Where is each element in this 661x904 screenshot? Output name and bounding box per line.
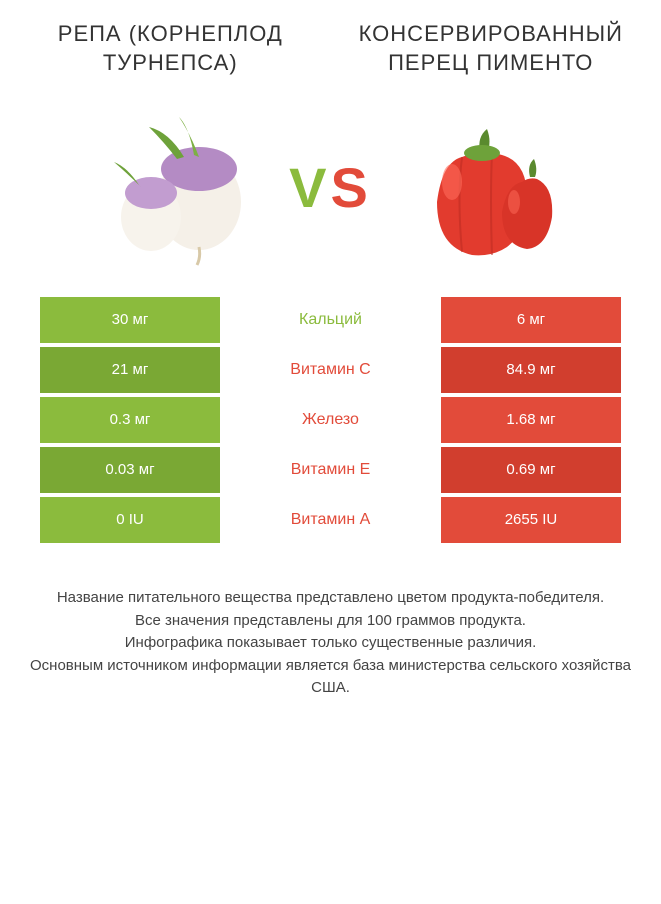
pepper-image <box>392 107 572 267</box>
header: РЕПА (КОРНЕПЛОД ТУРНЕПСА) КОНСЕРВИРОВАНН… <box>0 0 661 87</box>
left-food-title: РЕПА (КОРНЕПЛОД ТУРНЕПСА) <box>30 20 331 77</box>
nutrient-label-cell: Витамин C <box>220 347 441 393</box>
nutrient-label-cell: Витамин E <box>220 447 441 493</box>
footer-line: Все значения представлены для 100 граммо… <box>30 610 631 633</box>
nutrient-label-cell: Кальций <box>220 297 441 343</box>
right-value-cell: 84.9 мг <box>441 347 621 393</box>
left-value-cell: 30 мг <box>40 297 220 343</box>
right-value-cell: 1.68 мг <box>441 397 621 443</box>
images-row: VS <box>0 87 661 297</box>
vs-label: VS <box>289 155 372 220</box>
left-value-cell: 0.03 мг <box>40 447 220 493</box>
footer-line: Название питательного вещества представл… <box>30 587 631 610</box>
right-value-cell: 0.69 мг <box>441 447 621 493</box>
footer-line: Основным источником информации является … <box>30 655 631 700</box>
table-row: 0 IUВитамин A2655 IU <box>40 497 621 543</box>
left-value-cell: 21 мг <box>40 347 220 393</box>
footer-notes: Название питательного вещества представл… <box>0 547 661 720</box>
nutrition-table: 30 мгКальций6 мг21 мгВитамин C84.9 мг0.3… <box>0 297 661 543</box>
turnip-image <box>89 107 269 267</box>
right-food-title: КОНСЕРВИРОВАННЫЙ ПЕРЕЦ ПИМЕНТО <box>331 20 632 77</box>
table-row: 21 мгВитамин C84.9 мг <box>40 347 621 393</box>
left-value-cell: 0 IU <box>40 497 220 543</box>
table-row: 0.03 мгВитамин E0.69 мг <box>40 447 621 493</box>
table-row: 0.3 мгЖелезо1.68 мг <box>40 397 621 443</box>
left-value-cell: 0.3 мг <box>40 397 220 443</box>
right-value-cell: 2655 IU <box>441 497 621 543</box>
right-value-cell: 6 мг <box>441 297 621 343</box>
table-row: 30 мгКальций6 мг <box>40 297 621 343</box>
footer-line: Инфографика показывает только существенн… <box>30 632 631 655</box>
nutrient-label-cell: Железо <box>220 397 441 443</box>
vs-s: S <box>331 156 372 219</box>
nutrient-label-cell: Витамин A <box>220 497 441 543</box>
vs-v: V <box>289 156 330 219</box>
